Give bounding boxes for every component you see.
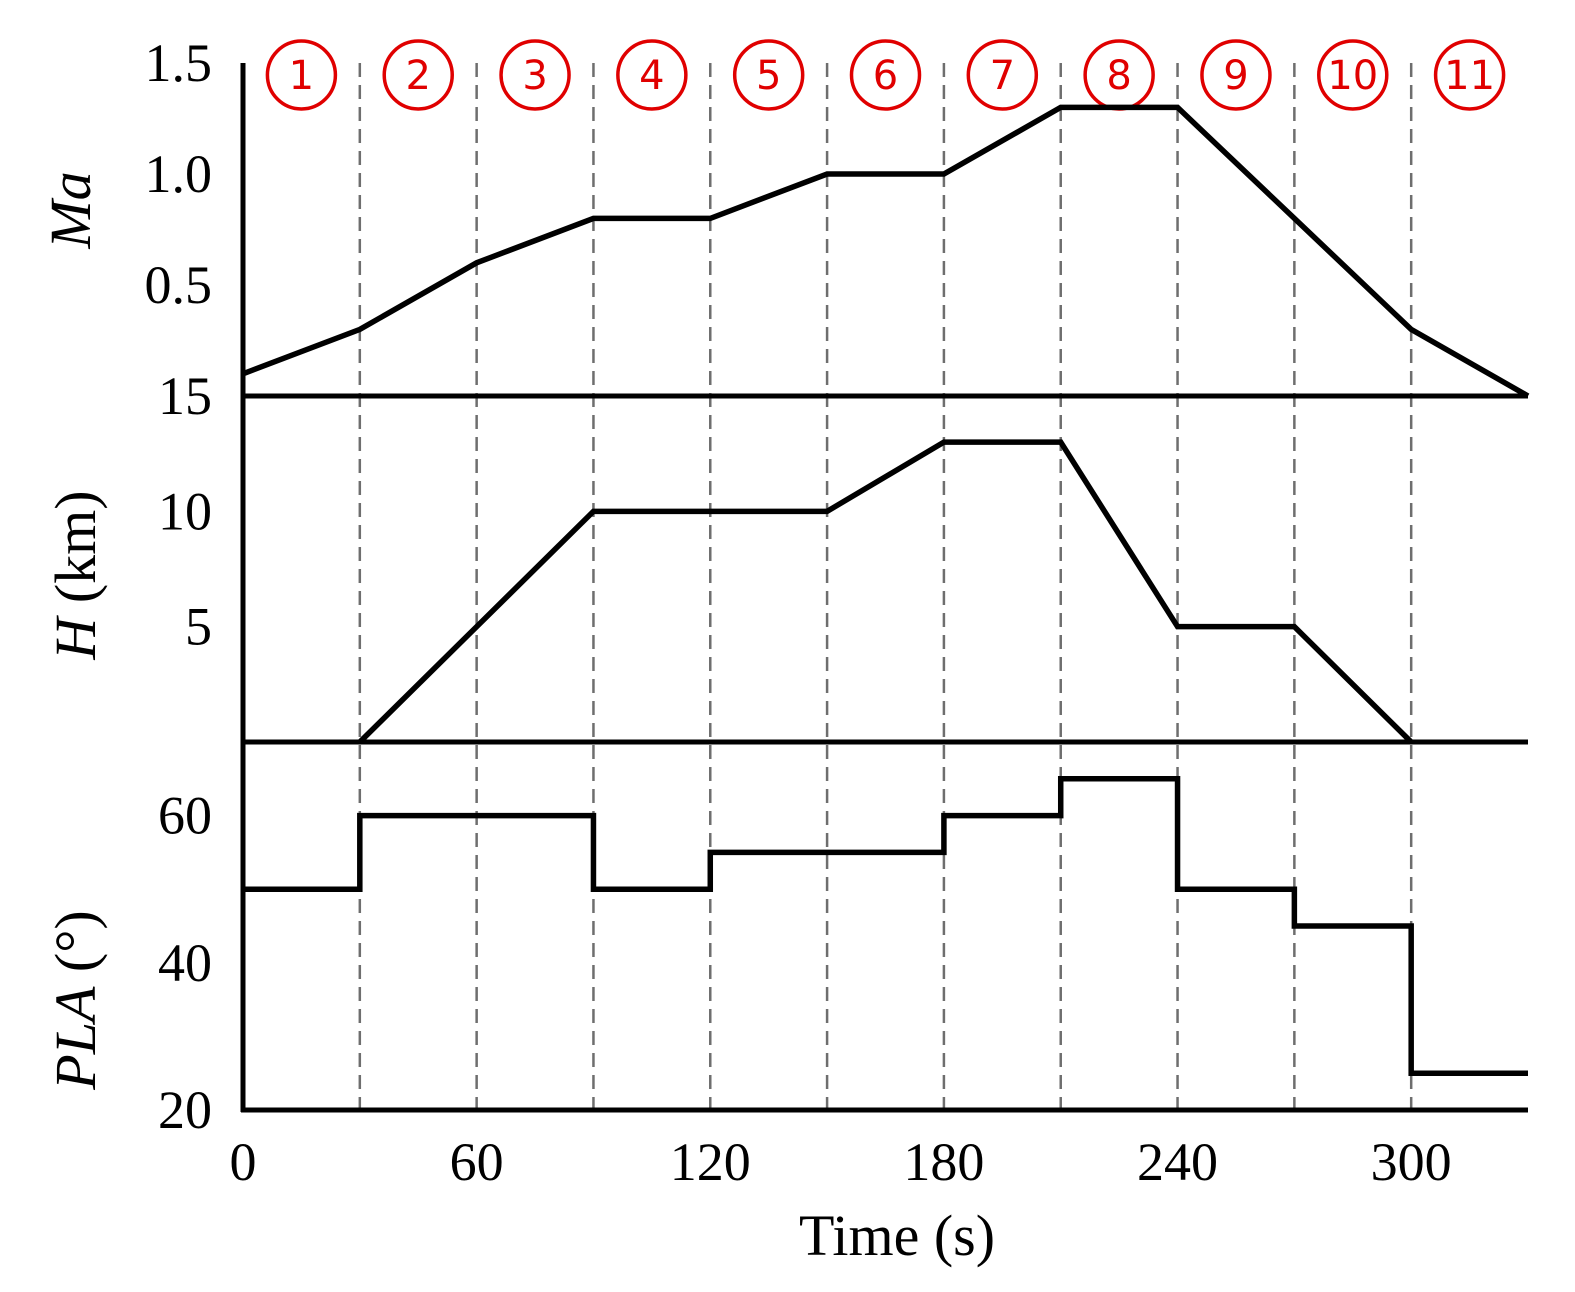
series-lines — [242, 104, 1530, 1076]
y-tick-label: 60 — [158, 786, 212, 846]
y-axis-title-pla: PLA (°) — [43, 910, 108, 1090]
phase-circle — [732, 39, 805, 111]
axes — [240, 63, 1528, 1113]
phase-circle — [499, 39, 571, 111]
phase-label: 1 — [289, 53, 314, 99]
phase-label: 6 — [873, 53, 898, 99]
y-tick-label: 1.5 — [145, 33, 213, 93]
x-tick-label: 240 — [1137, 1132, 1218, 1192]
series-line-ma — [242, 104, 1530, 399]
x-tick-label: 60 — [450, 1132, 504, 1192]
phase-circle — [382, 39, 454, 111]
phase-label: 10 — [1327, 53, 1378, 99]
phase-circle — [1200, 39, 1272, 111]
series-line-pla — [243, 776, 1528, 1076]
y-tick-label: 40 — [158, 933, 212, 993]
phase-circle — [616, 39, 688, 111]
phase-label: 2 — [406, 53, 431, 99]
phase-labels: 1 2 3 4 5 6 7 8 9 10 11 — [265, 39, 1506, 111]
y-axis-title-h: H (km) — [43, 490, 108, 660]
y-tick-label: 20 — [158, 1080, 212, 1140]
phase-label: 8 — [1106, 53, 1131, 99]
y-tick-label: 1.0 — [145, 144, 213, 204]
phase-label: 5 — [756, 53, 781, 99]
phase-circle — [966, 39, 1039, 111]
series-line-h — [357, 439, 1414, 744]
x-tick-label: 180 — [903, 1132, 984, 1192]
phase-label: 11 — [1444, 53, 1495, 99]
phase-label: 9 — [1223, 53, 1248, 99]
x-axis-title: Time (s) — [799, 1203, 995, 1268]
phase-label: 4 — [639, 53, 664, 99]
y-tick-label: 15 — [158, 366, 212, 426]
y-tick-label: 10 — [158, 481, 212, 541]
x-tick-label: 120 — [670, 1132, 751, 1192]
x-tick-label: 300 — [1371, 1132, 1452, 1192]
y-tick-label: 0.5 — [145, 255, 213, 315]
phase-label: 3 — [522, 53, 547, 99]
y-axis-title-ma: Ma — [38, 171, 103, 249]
phase-label: 7 — [990, 53, 1015, 99]
phase-circle — [265, 39, 338, 111]
x-tick-label: 0 — [230, 1132, 257, 1192]
phase-circle — [849, 39, 922, 111]
phase-circle — [1317, 39, 1389, 111]
phase-circle — [1433, 39, 1506, 111]
y-tick-label: 5 — [185, 597, 212, 657]
